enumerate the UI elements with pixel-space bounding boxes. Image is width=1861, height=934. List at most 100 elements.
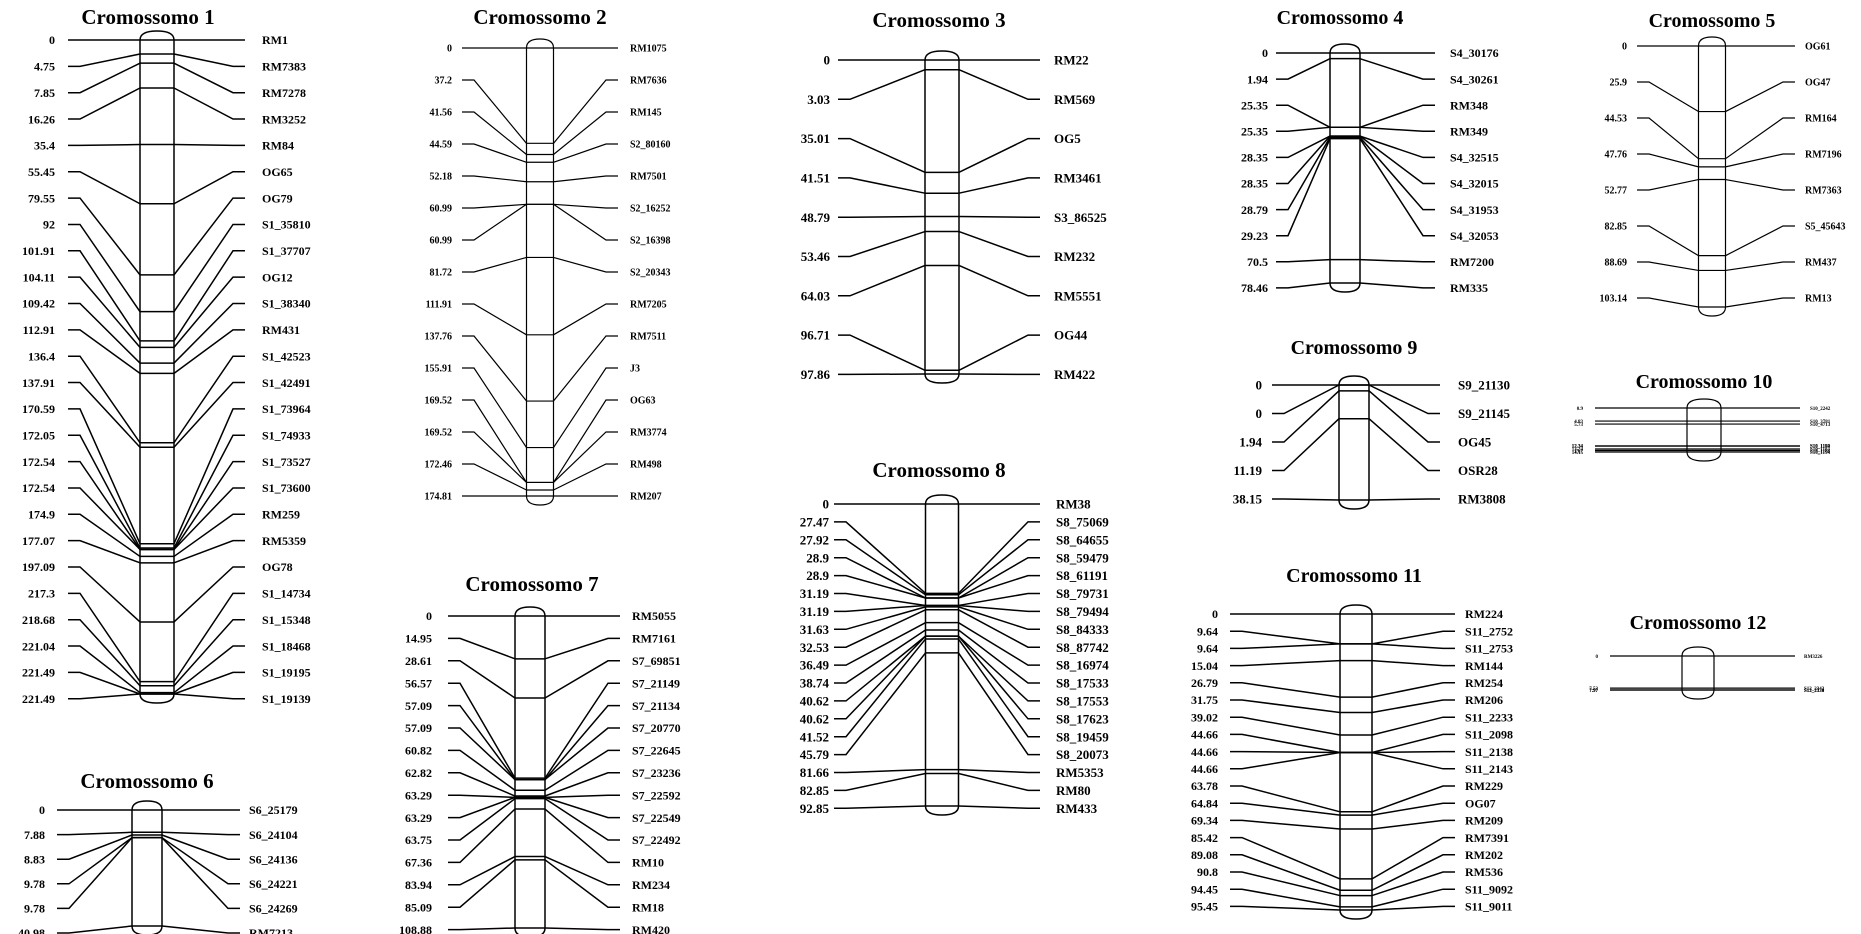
position-label: 62.82 <box>405 766 432 780</box>
marker-connector <box>553 111 618 155</box>
marker-connector <box>1368 384 1440 415</box>
position-connector <box>834 772 926 792</box>
position-label: 92.85 <box>800 801 830 816</box>
position-connector <box>1637 153 1699 168</box>
position-label: 177.07 <box>22 534 55 548</box>
position-connector <box>834 556 926 599</box>
position-label: 0 <box>49 33 55 47</box>
chromosome-bar <box>1338 375 1370 510</box>
marker-label: RM498 <box>630 460 662 471</box>
marker-label: RM80 <box>1056 783 1091 798</box>
marker-label: RM7278 <box>262 86 306 100</box>
position-connector <box>834 635 926 702</box>
position-connector <box>834 652 927 756</box>
position-label: 40.98 <box>18 926 45 934</box>
position-connector <box>1230 871 1341 897</box>
position-label: 155.91 <box>425 364 453 375</box>
position-connector <box>68 513 141 558</box>
chromosome-11: Cromossomo 11 0 RM224 9.64 S11_2752 9.64 S11_2… <box>1191 565 1513 920</box>
position-connector <box>838 137 926 174</box>
marker-label: S1_38340 <box>262 297 311 311</box>
position-label: 44.66 <box>1191 728 1218 742</box>
chromosome-bar <box>1681 646 1715 700</box>
position-label: 31.75 <box>1191 693 1218 707</box>
marker-connector <box>958 609 1040 648</box>
position-label: 37.2 <box>435 76 453 87</box>
chromosome-7: Cromossomo 7 0 RM5055 14.95 RM7161 28.61 S7_69… <box>399 572 681 934</box>
position-connector <box>834 604 926 613</box>
position-connector <box>68 645 141 694</box>
position-label: 169.52 <box>425 396 453 407</box>
marker-connector <box>958 592 1040 607</box>
position-connector <box>448 704 516 781</box>
marker-label: RM234 <box>632 878 670 892</box>
position-label: 60.99 <box>430 236 453 247</box>
position-label: 14.15 <box>1572 451 1584 456</box>
position-label: 0 <box>1212 607 1218 621</box>
position-label: 31.19 <box>800 604 830 619</box>
marker-label: RM7205 <box>630 300 667 311</box>
marker-connector <box>958 264 1040 297</box>
marker-connector <box>553 203 618 241</box>
position-connector <box>838 334 926 371</box>
position-connector <box>462 203 527 241</box>
marker-label: S7_20770 <box>632 721 681 735</box>
position-label: 172.54 <box>22 455 55 469</box>
position-label: 7.85 <box>34 86 55 100</box>
position-label: 31.19 <box>800 586 830 601</box>
position-label: 64.84 <box>1191 796 1218 810</box>
position-label: 41.56 <box>430 108 453 119</box>
position-connector <box>834 609 926 648</box>
position-label: 60.82 <box>405 744 432 758</box>
chromosome-title: Cromossomo 7 <box>465 572 598 596</box>
position-connector <box>68 618 141 687</box>
marker-label: RM232 <box>1054 249 1095 264</box>
marker-label: RM10 <box>632 856 664 870</box>
position-connector <box>68 460 141 550</box>
marker-label: RM5551 <box>1054 288 1102 303</box>
position-connector <box>448 749 516 791</box>
position-label: 55.45 <box>28 165 55 179</box>
position-connector <box>1230 733 1341 754</box>
marker-label: S12_2343 <box>1804 687 1825 692</box>
chromosome-4: Cromossomo 4 0 S4_30176 1.94 S4_30261 25.35 RM… <box>1241 7 1499 295</box>
position-connector <box>448 794 516 799</box>
position-connector <box>1230 888 1341 908</box>
position-label: 5.73 <box>1574 423 1583 428</box>
marker-label: RM422 <box>1054 367 1095 382</box>
marker-connector <box>958 215 1040 218</box>
position-label: 32.53 <box>800 640 830 655</box>
marker-connector <box>173 645 245 694</box>
position-label: 12.34 <box>1572 445 1584 450</box>
position-label: 169.52 <box>425 428 453 439</box>
marker-connector <box>1359 126 1435 133</box>
position-connector <box>462 335 527 402</box>
position-label: 63.78 <box>1191 779 1218 793</box>
position-label: 7.88 <box>24 828 45 842</box>
position-connector <box>838 215 926 218</box>
position-label: 94.45 <box>1191 882 1218 896</box>
marker-connector <box>1371 888 1455 908</box>
position-label: 70.5 <box>1247 255 1268 269</box>
marker-label: S10_1188 <box>1810 449 1831 454</box>
marker-label: RM5055 <box>632 609 676 623</box>
marker-label: S8_16974 <box>1056 658 1109 673</box>
marker-connector <box>1371 871 1455 897</box>
position-label: 39.02 <box>1191 710 1218 724</box>
marker-connector <box>958 334 1040 371</box>
marker-label: S5_45643 <box>1805 222 1846 233</box>
chromosome-title: Cromossomo 3 <box>872 8 1005 32</box>
position-connector <box>1276 135 1331 185</box>
position-label: 111.91 <box>426 300 452 311</box>
marker-label: S10_4713 <box>1810 423 1831 428</box>
position-connector <box>68 143 141 147</box>
marker-connector <box>1371 819 1455 830</box>
marker-label: S1_73600 <box>262 481 311 495</box>
position-connector <box>57 837 133 885</box>
marker-connector <box>1371 699 1455 714</box>
position-label: 38.74 <box>800 676 830 691</box>
position-label: 0 <box>823 497 830 512</box>
position-connector <box>1230 659 1341 667</box>
marker-label: S4_30261 <box>1450 72 1499 86</box>
marker-connector <box>544 749 620 791</box>
